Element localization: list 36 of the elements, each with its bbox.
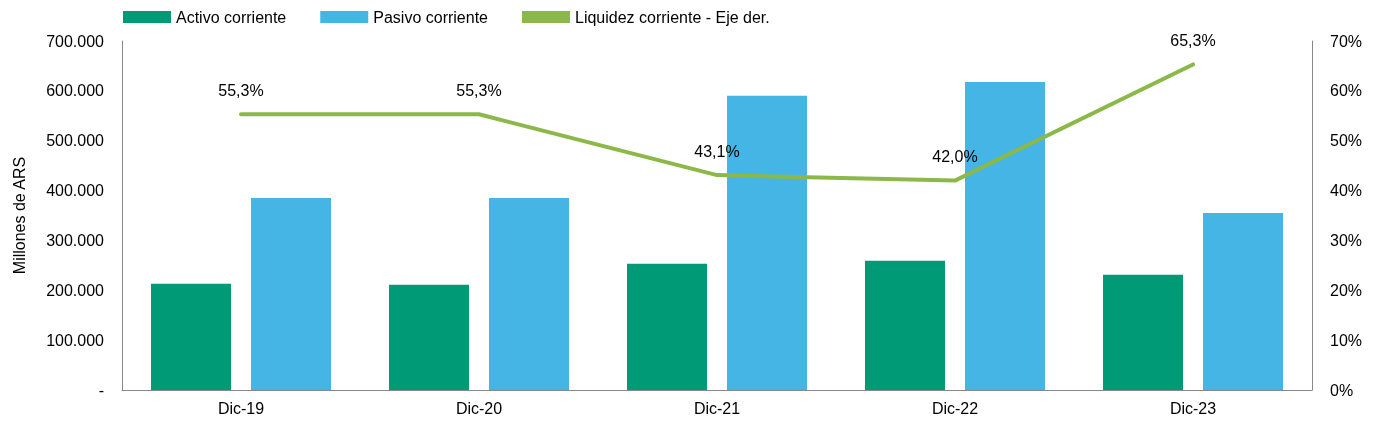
y-tick-label: 700.000 xyxy=(46,32,105,50)
bar xyxy=(251,198,331,390)
bar xyxy=(1203,213,1283,390)
data-label: 65,3% xyxy=(1170,31,1216,49)
x-tick-label: Dic-20 xyxy=(455,399,503,417)
y-tick-label: 200.000 xyxy=(46,281,105,299)
y-tick-label: - xyxy=(98,381,104,399)
legend-label: Pasivo corriente xyxy=(373,8,489,26)
y2-tick-label: 20% xyxy=(1330,281,1363,299)
data-label: 55,3% xyxy=(456,81,502,99)
bar xyxy=(865,260,945,390)
y2-tick-label: 40% xyxy=(1330,182,1363,200)
x-tick-label: Dic-22 xyxy=(931,399,979,417)
y2-tick-label: 0% xyxy=(1330,381,1354,399)
bar xyxy=(1103,274,1183,390)
bar xyxy=(151,283,231,390)
y-tick-label: 100.000 xyxy=(46,331,105,349)
legend-label: Liquidez corriente - Eje der. xyxy=(574,8,770,26)
y-tick-label: 600.000 xyxy=(46,82,105,100)
bar xyxy=(627,263,707,390)
bar xyxy=(489,198,569,390)
x-tick-label: Dic-21 xyxy=(693,399,741,417)
bar xyxy=(389,284,469,390)
y2-tick-label: 30% xyxy=(1330,231,1363,249)
y2-tick-label: 50% xyxy=(1330,132,1363,150)
y-tick-label: 300.000 xyxy=(46,231,105,249)
y2-tick-label: 60% xyxy=(1330,82,1363,100)
y-axis-title: Millones de ARS xyxy=(10,156,28,275)
x-tick-label: Dic-23 xyxy=(1169,399,1217,417)
legend-label: Activo corriente xyxy=(176,8,287,26)
y2-tick-label: 10% xyxy=(1330,331,1363,349)
y-tick-label: 400.000 xyxy=(46,182,105,200)
y2-tick-label: 70% xyxy=(1330,32,1363,50)
x-tick-label: Dic-19 xyxy=(217,399,265,417)
data-label: 55,3% xyxy=(218,81,264,99)
y-tick-label: 500.000 xyxy=(46,132,105,150)
